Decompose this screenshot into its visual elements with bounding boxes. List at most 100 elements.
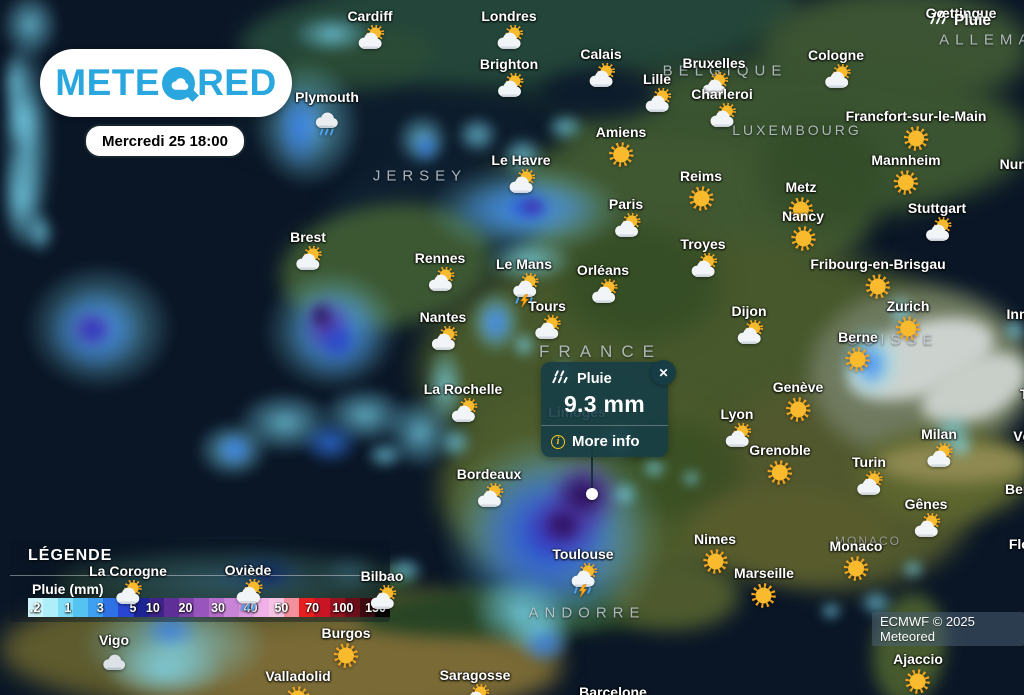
rain-cell	[300, 420, 360, 465]
city-innsbruck[interactable]: Innsbruck	[1007, 306, 1024, 322]
city-label: Lyon	[720, 406, 754, 422]
rain-weather-icon	[295, 106, 359, 142]
legend-tick: 50	[274, 600, 289, 615]
city-label: Bergame	[1005, 481, 1024, 497]
partly-weather-icon	[440, 683, 511, 695]
city-amiens[interactable]: Amiens	[596, 124, 646, 173]
city-charleroi[interactable]: Charleroi	[691, 86, 753, 135]
city-label: Paris	[608, 196, 644, 212]
city-saragosse[interactable]: Saragosse	[439, 667, 511, 695]
city-francfort-sur-le-main[interactable]: Francfort-sur-le-Main	[845, 108, 987, 157]
rain-cell	[545, 455, 625, 535]
city-la-rochelle[interactable]: La Rochelle	[423, 381, 503, 430]
partly-weather-icon	[732, 319, 767, 352]
partly-weather-icon	[905, 512, 948, 545]
meteored-logo[interactable]: METE RED	[40, 49, 292, 117]
city-ovi-de[interactable]: Oviède	[225, 562, 272, 618]
city-nancy[interactable]: Nancy	[782, 208, 824, 257]
rain-dashes-icon	[929, 11, 948, 30]
city-paris[interactable]: Paris	[609, 196, 643, 245]
city-brighton[interactable]: Brighton	[480, 56, 538, 105]
active-layer-indicator[interactable]: Pluie	[929, 11, 991, 30]
city-label: Dijon	[731, 303, 767, 319]
city-grenoble[interactable]: Grenoble	[749, 442, 811, 491]
popup-title-row: Pluie	[551, 370, 658, 388]
city-gen-ve[interactable]: Genève	[772, 379, 824, 428]
city-turin[interactable]: Turin	[852, 454, 886, 503]
city-plymouth[interactable]: Plymouth	[295, 89, 359, 142]
city-la-corogne[interactable]: La Corogne	[89, 563, 167, 612]
cloud-in-circle-icon	[162, 66, 196, 100]
city-bordeaux[interactable]: Bordeaux	[457, 466, 521, 515]
city-ajaccio[interactable]: Ajaccio	[893, 651, 943, 695]
legend-tick: 30	[211, 600, 225, 615]
selected-location-dot[interactable]	[586, 488, 598, 500]
city-reims[interactable]: Reims	[680, 168, 722, 217]
region-label-allemagne: ALLEMAGNE	[939, 31, 1024, 49]
city-label: La Corogne	[89, 563, 167, 579]
partly-weather-icon	[609, 212, 643, 245]
city-label: Lille	[642, 71, 671, 87]
city-cardiff[interactable]: Cardiff	[347, 8, 393, 57]
city-florence[interactable]: Florence	[1009, 536, 1024, 585]
city-toulouse[interactable]: Toulouse	[552, 546, 614, 604]
popup-close-button[interactable]: ✕	[651, 360, 676, 385]
city-g-nes[interactable]: Gênes	[905, 496, 948, 545]
partly-weather-icon	[1013, 445, 1024, 477]
partly-weather-icon	[420, 325, 467, 358]
city-berne[interactable]: Berne	[838, 329, 878, 378]
more-info-button[interactable]: i More info	[551, 426, 658, 450]
city-burgos[interactable]: Burgos	[322, 625, 371, 674]
city-nimes[interactable]: Nimes	[694, 531, 736, 580]
sunrain-weather-icon	[225, 578, 272, 618]
sunny-weather-icon	[680, 185, 722, 217]
city-cologne[interactable]: Cologne	[808, 47, 864, 96]
city-calais[interactable]: Calais	[580, 46, 622, 95]
city-label: Francfort-sur-le-Main	[845, 108, 987, 124]
city-label: Trente	[1020, 386, 1024, 402]
city-v-rone[interactable]: Vérone	[1013, 428, 1024, 477]
legend-panel: LÉGENDE Pluie (mm) .21351020304050701001…	[10, 539, 390, 622]
city-label: Saragosse	[439, 667, 511, 683]
city-nuremberg[interactable]: Nuremberg	[1000, 156, 1024, 205]
city-mannheim[interactable]: Mannheim	[871, 152, 941, 201]
city-troyes[interactable]: Troyes	[680, 236, 726, 285]
city-barcelone[interactable]: Barcelone	[579, 684, 647, 695]
city-label: Londres	[481, 8, 537, 24]
rain-cell	[285, 285, 385, 380]
city-dijon[interactable]: Dijon	[732, 303, 767, 352]
city-stuttgart[interactable]: Stuttgart	[908, 200, 966, 249]
model-attribution: ECMWF © 2025 Meteored	[872, 612, 1024, 646]
city-valladolid[interactable]: Valladolid	[265, 668, 331, 695]
city-brest[interactable]: Brest	[290, 229, 326, 278]
city-vigo[interactable]: Vigo	[99, 632, 130, 678]
legend-tick: 100	[332, 600, 354, 615]
city-londres[interactable]: Londres	[481, 8, 537, 57]
city-label: Orléans	[576, 262, 630, 278]
city-label: Metz	[785, 179, 817, 195]
partly-weather-icon	[921, 442, 957, 475]
city-label: Genève	[772, 379, 824, 395]
rain-cell	[412, 132, 440, 162]
partly-weather-icon	[491, 168, 550, 201]
city-monaco[interactable]: Monaco	[830, 538, 882, 587]
rain-cell	[438, 428, 668, 643]
city-milan[interactable]: Milan	[921, 426, 957, 475]
city-le-havre[interactable]: Le Havre	[491, 152, 551, 201]
city-marseille[interactable]: Marseille	[734, 565, 794, 614]
city-label: Troyes	[680, 236, 726, 252]
city-bergame[interactable]: Bergame	[1005, 481, 1024, 497]
sunny-weather-icon	[893, 668, 943, 695]
city-bilbao[interactable]: Bilbao	[361, 568, 403, 617]
city-nantes[interactable]: Nantes	[420, 309, 467, 358]
sunny-weather-icon	[773, 396, 824, 428]
city-zurich[interactable]: Zurich	[887, 298, 929, 347]
rain-cell	[520, 625, 570, 665]
rain-cell	[610, 480, 640, 508]
city-orl-ans[interactable]: Orléans	[577, 262, 629, 311]
city-lille[interactable]: Lille	[641, 71, 674, 120]
city-label: La Rochelle	[423, 381, 503, 397]
city-tours[interactable]: Tours	[528, 298, 566, 347]
city-rennes[interactable]: Rennes	[415, 250, 465, 299]
